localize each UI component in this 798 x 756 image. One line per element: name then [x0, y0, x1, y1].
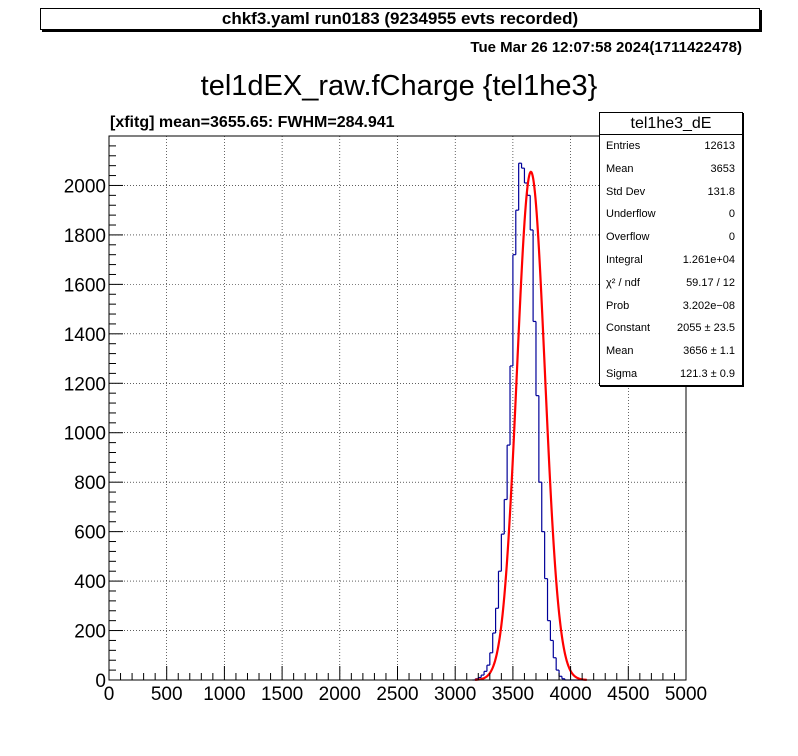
stats-key: Sigma: [606, 367, 638, 380]
stats-row: Sigma 121.3 ± 0.9: [600, 363, 742, 386]
x-tick-label: 4500: [607, 684, 649, 705]
stats-value: 59.17 / 12: [686, 276, 735, 289]
y-tick-label: 200: [74, 622, 106, 643]
stats-value: 3.202e−08: [682, 299, 735, 312]
stats-key: Entries: [606, 140, 641, 152]
x-tick-labels: 0 500 1000 1500 2000 2500 3000 3500 4000 4500 5000: [104, 684, 707, 705]
y-tick-label: 1000: [64, 424, 106, 445]
x-tick-label: 2000: [319, 684, 361, 705]
x-tick-label: 0: [104, 684, 115, 705]
timestamp: Tue Mar 26 12:07:58 2024(1711422478): [470, 39, 742, 56]
x-tick-label: 3000: [434, 684, 476, 705]
stats-value: 1.261e+04: [682, 253, 735, 266]
x-tick-label: 1500: [261, 684, 303, 705]
stats-row: Mean 3656 ± 1.1: [600, 340, 742, 363]
stats-rows: Entries 12613 Mean 3653 Std Dev 131.8 Underflo…: [600, 135, 742, 386]
header-title: chkf3.yaml run0183 (9234955 evts recorde…: [221, 9, 579, 28]
x-tick-label: 5000: [665, 684, 707, 705]
stats-row: Overflow 0: [600, 226, 742, 249]
stats-box: tel1he3_dE Entries 12613 Mean 3653 Std Dev 13…: [599, 112, 743, 386]
axes: [108, 135, 687, 681]
stats-value: 0: [728, 208, 735, 221]
stats-key: Mean: [606, 345, 634, 358]
y-tick-label: 1600: [64, 275, 106, 296]
stats-value: 131.8: [707, 185, 735, 198]
stats-value: 3653: [710, 162, 735, 175]
stats-title: tel1he3_dE: [600, 113, 742, 135]
x-tick-label: 500: [151, 684, 183, 705]
y-tick-label: 1800: [64, 226, 106, 247]
y-tick-label: 1400: [64, 325, 106, 346]
stats-value: 2055 ± 23.5: [676, 322, 735, 335]
stats-key: χ² / ndf: [606, 276, 640, 289]
stats-row: χ² / ndf 59.17 / 12: [600, 272, 742, 295]
y-tick-label: 0: [95, 671, 106, 692]
x-tick-label: 3500: [492, 684, 534, 705]
stats-key: Underflow: [606, 208, 656, 221]
fit-curve-layer: [474, 170, 587, 681]
y-tick-label: 800: [74, 473, 106, 494]
y-tick-label: 1200: [64, 374, 106, 395]
grid-lines: [109, 136, 686, 680]
chart-title: tel1dEX_raw.fCharge {tel1he3}: [200, 70, 598, 102]
stats-row: Constant 2055 ± 23.5: [600, 317, 742, 340]
stats-row: Std Dev 131.8: [600, 181, 742, 204]
gaussian-fit-curve: [474, 170, 587, 681]
header-title-box: chkf3.yaml run0183 (9234955 evts recorde…: [40, 8, 760, 30]
stats-key: Constant: [606, 322, 651, 335]
stats-key: Integral: [606, 253, 643, 266]
stats-row: Entries 12613: [600, 135, 742, 158]
stats-row: Mean 3653: [600, 158, 742, 181]
stats-key: Overflow: [606, 231, 650, 244]
y-tick-label: 400: [74, 572, 106, 593]
x-tick-label: 4000: [549, 684, 591, 705]
y-tick-label: 600: [74, 523, 106, 544]
stats-value: 3656 ± 1.1: [683, 345, 735, 358]
stats-row: Underflow 0: [600, 203, 742, 226]
fit-summary-label: [xfitg] mean=3655.65: FWHM=284.941: [110, 114, 395, 131]
stats-key: Prob: [606, 299, 630, 312]
stats-row: Integral 1.261e+04: [600, 249, 742, 272]
x-tick-label: 2500: [376, 684, 418, 705]
stats-value: 121.3 ± 0.9: [680, 367, 735, 380]
stats-row: Prob 3.202e−08: [600, 295, 742, 318]
stats-value: 0: [728, 231, 735, 244]
stats-key: Mean: [606, 162, 634, 175]
y-tick-labels: 0 200 400 600 800 1000 1200 1400 1600 1800 2000: [64, 176, 106, 692]
stats-value: 12613: [704, 140, 735, 152]
histogram-series: [472, 162, 586, 681]
stats-key: Std Dev: [606, 185, 646, 198]
y-tick-label: 2000: [64, 176, 106, 197]
x-tick-label: 1000: [203, 684, 245, 705]
